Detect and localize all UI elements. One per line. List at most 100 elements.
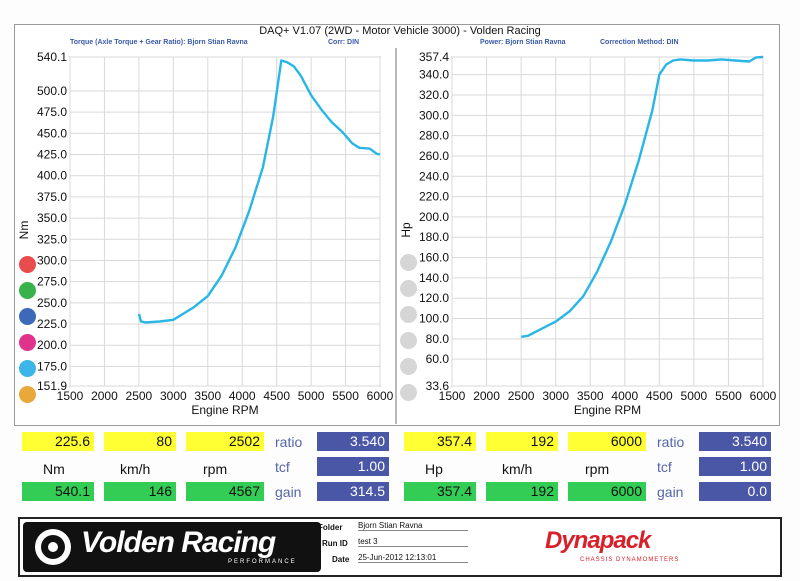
power-y-tick-label: 357.4 <box>419 50 449 64</box>
torque-correction: Corr: DIN <box>328 39 360 46</box>
torque-y-tick-label: 425.0 <box>37 148 67 162</box>
torque-x-tick-label: 4000 <box>229 389 256 403</box>
power-y-tick-label: 180.0 <box>419 230 449 244</box>
power-ratio-value: 3.540 <box>699 432 771 451</box>
torque-subtitle: Torque (Axle Torque + Gear Ratio): Bjorn… <box>70 39 248 46</box>
power-ratio-label: ratio <box>657 434 685 450</box>
torque-run-dot[interactable] <box>19 308 36 325</box>
torque-y-tick-label: 375.0 <box>37 190 67 204</box>
power-x-tick-label: 4000 <box>611 389 638 403</box>
peak-torque-rpm-value: 4567 <box>186 482 264 501</box>
torque-x-tick-label: 1500 <box>57 389 84 403</box>
power-curve <box>521 55 764 338</box>
peak-power-speed-value: 192 <box>486 482 558 501</box>
power-y-tick-label: 220.0 <box>419 190 449 204</box>
torque-run-dot[interactable] <box>19 282 36 299</box>
tcf-value: 1.00 <box>317 457 389 476</box>
power-y-tick-label: 60.0 <box>426 352 450 366</box>
power-tcf-value: 1.00 <box>699 457 771 476</box>
power-y-tick-label: 140.0 <box>419 271 449 285</box>
power-run-dot[interactable] <box>400 306 417 323</box>
run-id-label: Run ID <box>322 539 348 548</box>
peak-torque-speed-value: 146 <box>104 482 176 501</box>
tcf-label: tcf <box>275 459 290 475</box>
power-tcf-label: tcf <box>657 459 672 475</box>
peak-power-value: 357.4 <box>404 482 476 501</box>
torque-run-dot[interactable] <box>19 386 36 403</box>
power-y-tick-label: 80.0 <box>426 332 450 346</box>
torque-x-tick-label: 4500 <box>263 389 290 403</box>
power-x-tick-label: 4500 <box>646 389 673 403</box>
torque-x-axis-label: Engine RPM <box>191 403 258 417</box>
logo-subtext: PERFORMANCE <box>228 559 297 565</box>
rpm-unit-label: rpm <box>203 461 228 477</box>
volden-racing-logo: Volden Racing PERFORMANCE <box>23 522 321 572</box>
power-x-tick-label: 3000 <box>542 389 569 403</box>
power-subtitle: Power: Bjorn Stian Ravna <box>480 39 566 46</box>
torque-y-tick-label: 450.0 <box>37 126 67 140</box>
power-y-tick-label: 340.0 <box>419 68 449 82</box>
torque-y-tick-label: 151.9 <box>37 379 67 393</box>
power-run-dot[interactable] <box>400 332 417 349</box>
torque-curve <box>137 59 381 324</box>
power-readout-value: 357.4 <box>404 432 476 451</box>
dynapack-subtext: CHASSIS DYNAMOMETERS <box>580 557 680 563</box>
peak-power-rpm-value: 6000 <box>568 482 646 501</box>
power-y-tick-label: 240.0 <box>419 169 449 183</box>
torque-x-tick-label: 5500 <box>332 389 359 403</box>
power-y-tick-label: 100.0 <box>419 312 449 326</box>
logo-text: Volden Racing <box>81 526 276 559</box>
torque-y-tick-label: 225.0 <box>37 317 67 331</box>
speed-unit-label: km/h <box>120 461 151 477</box>
power-y-tick-label: 260.0 <box>419 149 449 163</box>
torque-unit-label: Nm <box>43 461 65 477</box>
power-speed-unit-label: km/h <box>502 461 533 477</box>
turbo-icon <box>35 529 71 565</box>
torque-run-dot[interactable] <box>19 256 36 273</box>
panel-divider <box>395 48 397 424</box>
torque-x-tick-label: 2000 <box>91 389 118 403</box>
ratio-label: ratio <box>275 434 303 450</box>
power-x-tick-label: 5500 <box>715 389 742 403</box>
torque-y-tick-label: 500.0 <box>37 84 67 98</box>
power-y-tick-label: 160.0 <box>419 251 449 265</box>
power-rpm-readout-value: 6000 <box>568 432 646 451</box>
power-unit-label: Hp <box>425 461 443 477</box>
power-gain-label: gain <box>657 484 684 500</box>
power-run-dot[interactable] <box>400 254 417 271</box>
power-x-tick-label: 2000 <box>473 389 500 403</box>
power-speed-readout-value: 192 <box>486 432 558 451</box>
power-y-tick-label: 120.0 <box>419 291 449 305</box>
torque-readout-value: 225.6 <box>22 432 94 451</box>
power-y-tick-label: 33.6 <box>426 379 450 393</box>
rpm-readout-value: 2502 <box>186 432 264 451</box>
torque-y-tick-label: 475.0 <box>37 105 67 119</box>
power-y-tick-label: 280.0 <box>419 129 449 143</box>
power-x-tick-label: 3500 <box>577 389 604 403</box>
power-run-dot[interactable] <box>400 358 417 375</box>
power-plot-area <box>451 56 764 387</box>
torque-plot-area <box>69 56 381 387</box>
torque-y-tick-label: 540.1 <box>37 50 67 64</box>
torque-x-tick-label: 5000 <box>298 389 325 403</box>
power-run-dot[interactable] <box>400 280 417 297</box>
power-y-tick-label: 200.0 <box>419 210 449 224</box>
ratio-value: 3.540 <box>317 432 389 451</box>
power-x-axis-label: Engine RPM <box>574 403 641 417</box>
torque-x-tick-label: 3500 <box>194 389 221 403</box>
torque-run-dot[interactable] <box>19 360 36 377</box>
power-x-tick-label: 1500 <box>439 389 466 403</box>
power-x-tick-label: 2500 <box>508 389 535 403</box>
power-run-dot[interactable] <box>400 384 417 401</box>
dynapack-logo: Dynapack <box>545 527 651 554</box>
power-y-tick-label: 320.0 <box>419 88 449 102</box>
torque-y-axis-label: Nm <box>17 221 31 240</box>
torque-y-tick-label: 200.0 <box>37 338 67 352</box>
report-footer: Volden Racing PERFORMANCE Folder Bjorn S… <box>18 517 782 577</box>
torque-y-tick-label: 175.0 <box>37 359 67 373</box>
torque-y-tick-label: 300.0 <box>37 253 67 267</box>
torque-y-tick-label: 250.0 <box>37 296 67 310</box>
torque-run-dot[interactable] <box>19 334 36 351</box>
gain-value: 314.5 <box>317 482 389 501</box>
run-id-value: test 3 <box>358 537 468 547</box>
